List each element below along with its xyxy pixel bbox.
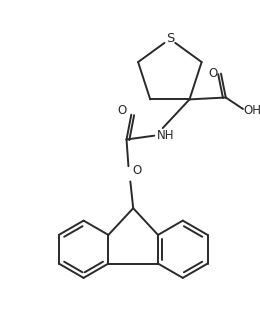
Text: O: O [117, 104, 126, 117]
Text: O: O [132, 164, 142, 177]
Text: OH: OH [244, 104, 260, 117]
Text: S: S [166, 32, 174, 46]
Text: NH: NH [157, 129, 174, 142]
Text: O: O [209, 67, 218, 80]
